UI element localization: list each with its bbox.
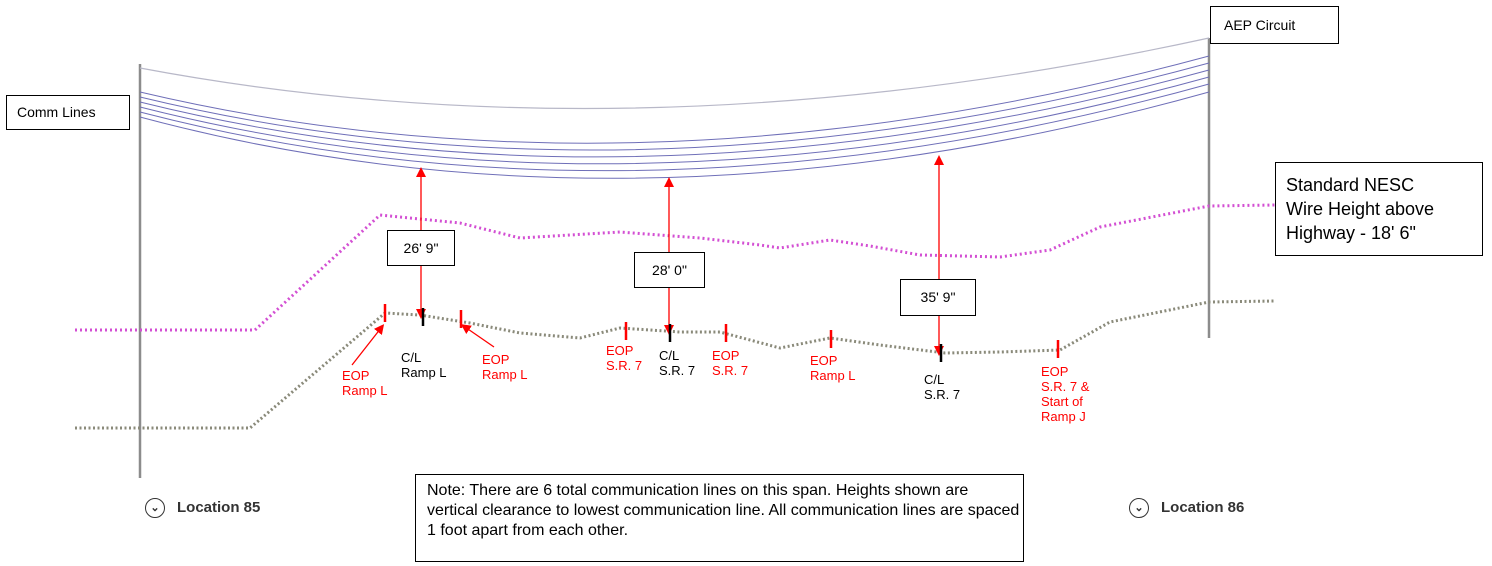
location-86-label: Location 86: [1161, 498, 1245, 516]
note-box: Note: There are 6 total communication li…: [415, 474, 1024, 562]
marker-label-eop-sr7-1: EOP S.R. 7: [606, 343, 643, 373]
pointer-arrow-eop-ramp-l-1: [351, 324, 385, 366]
chevron-down-icon[interactable]: ⌄: [145, 498, 165, 518]
marker-label-eop-ramp-l-2: EOP Ramp L: [482, 352, 528, 382]
marker-label-eop-sr7-2: EOP S.R. 7: [712, 348, 749, 378]
nesc-height-label: Standard NESC Wire Height above Highway …: [1275, 162, 1483, 256]
chevron-down-icon[interactable]: ⌄: [1129, 498, 1149, 518]
location-86[interactable]: ⌄ Location 86: [1129, 498, 1244, 518]
tick-markers: [383, 304, 1060, 362]
location-85[interactable]: ⌄ Location 85: [145, 498, 260, 518]
aep-circuit-label: AEP Circuit: [1210, 6, 1339, 44]
clearance-value-3: 35' 9": [900, 279, 976, 316]
marker-label-eop-ramp-l-3: EOP Ramp L: [810, 353, 856, 383]
marker-label-eop-sr7-ramp-j: EOP S.R. 7 & Start of Ramp J: [1041, 364, 1090, 424]
comm-lines: [139, 55, 1210, 179]
comm-lines-label: Comm Lines: [6, 95, 130, 130]
location-85-label: Location 85: [177, 498, 261, 516]
marker-label-cl-sr7-1: C/L S.R. 7: [659, 348, 696, 378]
marker-label-cl-sr7-2: C/L S.R. 7: [924, 372, 961, 402]
clearance-value-2: 28' 0": [634, 252, 705, 288]
pointer-arrow-eop-ramp-l-2: [460, 324, 495, 348]
aep-circuit-line: [139, 37, 1210, 110]
marker-label-cl-ramp-l: C/L Ramp L: [401, 350, 447, 380]
clearance-value-1: 26' 9": [387, 230, 455, 266]
marker-label-eop-ramp-l-1: EOP Ramp L: [342, 368, 388, 398]
